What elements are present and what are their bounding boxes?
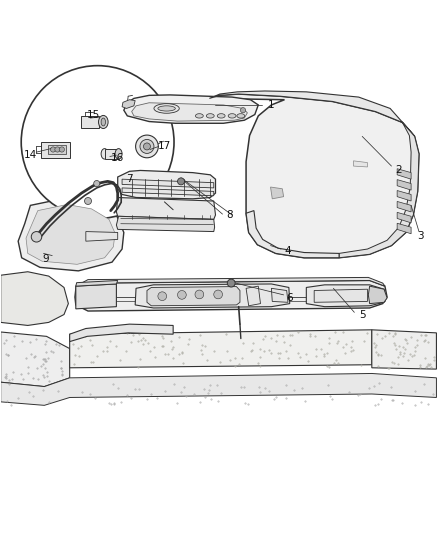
Polygon shape: [1, 272, 68, 326]
Polygon shape: [368, 286, 387, 304]
Polygon shape: [81, 116, 99, 128]
Polygon shape: [48, 145, 66, 154]
Circle shape: [240, 108, 246, 113]
Polygon shape: [105, 149, 119, 159]
Circle shape: [21, 66, 174, 219]
Ellipse shape: [228, 114, 236, 118]
Polygon shape: [135, 284, 290, 308]
Polygon shape: [122, 100, 135, 108]
Polygon shape: [306, 285, 384, 306]
Circle shape: [140, 140, 154, 154]
Ellipse shape: [158, 106, 175, 111]
Text: 2: 2: [396, 165, 402, 175]
Text: 1: 1: [268, 100, 275, 110]
Polygon shape: [397, 201, 411, 212]
Circle shape: [158, 292, 166, 301]
Polygon shape: [209, 94, 419, 258]
Polygon shape: [397, 190, 411, 201]
Ellipse shape: [206, 114, 214, 118]
Polygon shape: [76, 277, 385, 289]
Polygon shape: [397, 180, 411, 190]
Text: 14: 14: [24, 150, 37, 160]
Polygon shape: [118, 171, 215, 199]
Ellipse shape: [115, 149, 122, 159]
Polygon shape: [75, 280, 387, 311]
Ellipse shape: [101, 149, 108, 159]
Circle shape: [214, 290, 223, 299]
Text: 5: 5: [359, 310, 366, 320]
Polygon shape: [122, 188, 214, 196]
Circle shape: [59, 147, 64, 152]
Polygon shape: [18, 198, 124, 271]
Ellipse shape: [217, 114, 225, 118]
Circle shape: [85, 198, 92, 205]
Polygon shape: [397, 169, 411, 179]
Polygon shape: [397, 212, 411, 223]
Ellipse shape: [154, 103, 179, 113]
Polygon shape: [272, 288, 288, 302]
Polygon shape: [147, 287, 240, 306]
Polygon shape: [1, 332, 70, 386]
Polygon shape: [70, 330, 372, 368]
Polygon shape: [1, 374, 436, 405]
Text: 17: 17: [158, 141, 171, 151]
Polygon shape: [209, 91, 415, 136]
Polygon shape: [76, 280, 118, 286]
Circle shape: [195, 290, 204, 299]
Polygon shape: [70, 324, 173, 342]
Polygon shape: [353, 161, 367, 167]
Ellipse shape: [237, 114, 245, 118]
Polygon shape: [246, 286, 261, 306]
Circle shape: [94, 181, 100, 187]
Ellipse shape: [195, 114, 203, 118]
Polygon shape: [117, 198, 215, 220]
Ellipse shape: [101, 118, 106, 126]
Polygon shape: [397, 223, 411, 234]
Circle shape: [55, 147, 60, 152]
Circle shape: [50, 147, 56, 152]
Polygon shape: [339, 123, 419, 258]
Text: 7: 7: [126, 174, 133, 184]
Polygon shape: [122, 179, 214, 188]
Polygon shape: [271, 187, 284, 199]
Ellipse shape: [99, 116, 108, 128]
Polygon shape: [246, 211, 339, 258]
Polygon shape: [76, 284, 117, 309]
Polygon shape: [124, 95, 258, 123]
Polygon shape: [314, 289, 367, 302]
Circle shape: [144, 143, 150, 150]
Circle shape: [177, 178, 184, 185]
Text: 4: 4: [285, 246, 291, 256]
Circle shape: [177, 290, 186, 299]
Circle shape: [227, 279, 235, 287]
Text: 16: 16: [111, 153, 124, 163]
Text: 15: 15: [87, 110, 100, 119]
Polygon shape: [132, 103, 247, 121]
Circle shape: [31, 231, 42, 242]
Polygon shape: [41, 142, 70, 158]
Polygon shape: [372, 330, 436, 369]
Text: 9: 9: [42, 254, 49, 264]
Polygon shape: [117, 216, 215, 231]
Text: 8: 8: [226, 210, 233, 220]
Polygon shape: [86, 231, 118, 241]
Text: 3: 3: [417, 231, 424, 241]
Text: 6: 6: [286, 293, 293, 303]
Circle shape: [136, 135, 158, 158]
Polygon shape: [26, 205, 115, 264]
